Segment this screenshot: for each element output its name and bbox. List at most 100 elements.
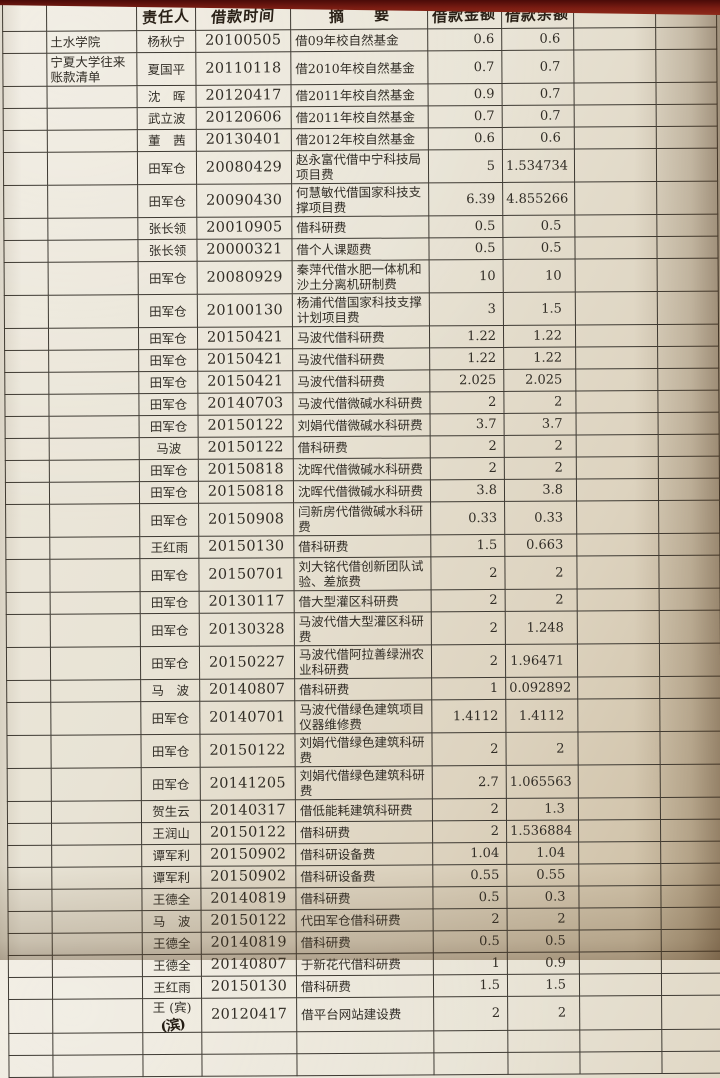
table-row: 田军仓 20150908 闫新房代借微碱水科研费 0.33 0.33 (5, 500, 720, 538)
cell-date: 20140819 (200, 887, 297, 911)
cell-empty (657, 291, 719, 325)
cell-blank (7, 768, 52, 802)
cell-amount: 10 (429, 259, 504, 293)
cell-amount: 2.025 (429, 369, 504, 392)
table-row: 田军仓 20090430 何慧敏代借国家科技支撑项目费 6.39 4.855266 (3, 181, 718, 219)
cell-balance: 2 (503, 391, 577, 414)
cell-empty (657, 390, 720, 413)
cell-amount: 5 (428, 149, 503, 183)
cell-blank (7, 867, 52, 890)
cell-empty (660, 819, 720, 842)
cell-blank (3, 185, 48, 219)
cell-amount (433, 1052, 509, 1075)
cell-category (52, 976, 143, 1000)
cell-category: 宁夏大学往来账款清单 (46, 52, 138, 87)
cell-category (48, 371, 139, 395)
cell-blank (8, 911, 53, 934)
cell-person: 谭军利 (141, 866, 201, 889)
cell-person: 王红雨 (139, 536, 199, 559)
cell-empty (658, 478, 720, 501)
cell-category (49, 503, 140, 538)
cell-balance: 1.22 (503, 347, 576, 370)
cell-balance: 1.22 (503, 325, 576, 348)
cell-balance: 1.534734 (502, 149, 575, 183)
cell-category (49, 481, 140, 505)
cell-empty (659, 676, 720, 699)
cell-summary: 马波代借阿拉善绿洲农业科研费 (294, 644, 432, 679)
cell-person: 田军仓 (140, 613, 200, 647)
cell-category (47, 129, 138, 153)
cell-date: 20150122 (201, 909, 297, 933)
cell-person: 马波 (139, 437, 199, 460)
cell-category (48, 261, 139, 296)
cell-empty (661, 951, 720, 974)
cell-summary: 借科研费 (295, 820, 433, 844)
cell-empty (656, 181, 718, 215)
cell-empty (577, 610, 660, 644)
cell-amount: 2 (430, 435, 505, 458)
cell-amount: 2 (431, 611, 506, 645)
cell-balance: 0.5 (502, 237, 576, 260)
cell-blank (8, 955, 53, 978)
cell-empty (577, 731, 661, 765)
cell-person: 田军仓 (140, 646, 200, 680)
cell-amount: 0.7 (427, 50, 502, 84)
cell-category: 土水学院 (46, 30, 137, 54)
cell-balance: 1.248 (505, 610, 578, 645)
cell-balance: 1.5 (503, 292, 576, 326)
cell-person: 田军仓 (138, 261, 198, 295)
cell-blank (3, 218, 48, 241)
cell-date: 20150818 (198, 480, 294, 504)
printed-name: 王 (宾) (152, 999, 192, 1016)
cell-date: 20140819 (201, 931, 297, 955)
cell-empty (576, 412, 659, 436)
table-row: 田军仓 20080929 秦萍代借水肥一体机和沙土分离机研制费 10 10 (4, 258, 719, 296)
cell-empty (579, 951, 662, 974)
cell-empty (576, 478, 659, 501)
cell-amount: 1 (431, 677, 506, 700)
cell-empty (577, 588, 660, 611)
cell-summary: 刘娟代借绿色建筑科研费 (294, 732, 433, 767)
cell-empty (573, 82, 657, 106)
cell-date: 20090430 (196, 183, 292, 218)
cell-person: 马 波 (142, 910, 202, 933)
cell-empty (579, 973, 662, 996)
table-row: 田军仓 20140701 马波代借绿色建筑项目仪器维修费 1.4112 1.4112 (6, 698, 720, 736)
cell-empty (578, 819, 661, 842)
cell-date (201, 1053, 298, 1077)
cell-blank (4, 295, 49, 329)
cell-person (142, 1032, 202, 1055)
cell-person: 田军仓 (138, 294, 198, 328)
cell-summary: 借2011年校自然基金 (290, 83, 429, 107)
cell-blank (6, 614, 51, 648)
cell-person: 马 波 (140, 679, 200, 702)
cell-empty (658, 533, 720, 556)
cell-person: 王德全 (142, 954, 202, 977)
cell-blank (8, 1033, 53, 1056)
cell-person: 张长领 (137, 239, 198, 262)
cell-date: 20150227 (199, 645, 295, 680)
cell-empty (578, 764, 661, 798)
cell-date: 20140807 (199, 678, 295, 702)
cell-amount: 1.4112 (431, 699, 506, 733)
cell-category (50, 734, 142, 769)
cell-category (51, 844, 142, 868)
cell-person: 田军仓 (137, 184, 197, 218)
cell-person: 田军仓 (139, 415, 199, 438)
cell-balance: 1.4112 (505, 698, 578, 733)
cell-category (51, 866, 142, 890)
cell-date: 20150421 (197, 326, 293, 350)
cell-balance: 1.04 (506, 841, 579, 865)
cell-amount: 0.5 (432, 886, 508, 909)
cell-summary: 借09年校自然基金 (290, 28, 428, 52)
cell-amount: 2 (432, 798, 507, 821)
cell-blank (6, 702, 51, 736)
cell-summary: 借2010年校自然基金 (290, 50, 428, 85)
cell-amount: 2 (431, 589, 506, 612)
cell-date: 20120417 (201, 997, 297, 1033)
cell-empty (579, 995, 662, 1030)
cell-amount: 1.5 (430, 534, 505, 557)
table-row: 宁夏大学往来账款清单 夏国平 20110118 借2010年校自然基金 0.7 0.7 (2, 49, 717, 87)
cell-summary: 杨浦代借国家科技支撑计划项目费 (292, 292, 430, 327)
